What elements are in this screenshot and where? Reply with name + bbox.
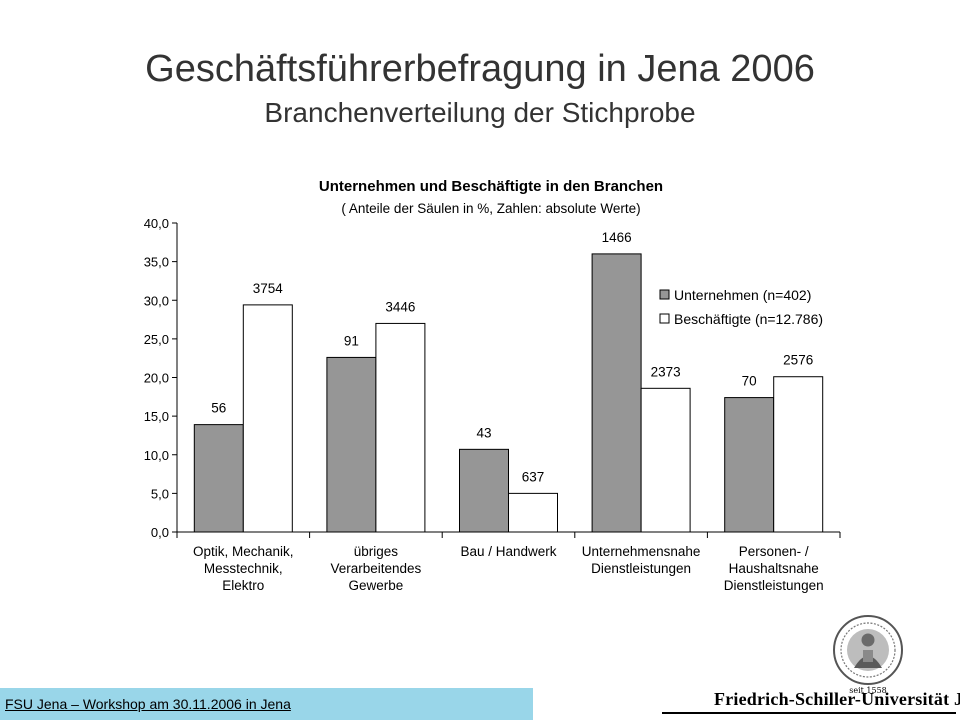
category-label: übriges	[354, 544, 399, 559]
data-label: 3754	[253, 281, 284, 296]
university-seal-icon	[833, 615, 903, 685]
chart-subtitle: ( Anteile der Säulen in %, Zahlen: absol…	[341, 201, 640, 216]
category-label: Gewerbe	[349, 578, 404, 593]
category-label: Elektro	[222, 578, 264, 593]
bar-beschaeftigte	[242, 304, 293, 533]
legend-swatch	[659, 289, 670, 300]
y-tick-label: 20,0	[144, 371, 169, 386]
category-label: Messtechnik,	[204, 561, 283, 576]
y-tick-label: 30,0	[144, 293, 169, 308]
bar-beschaeftigte	[375, 322, 426, 533]
category-label: Dienstleistungen	[724, 578, 824, 593]
category-label: Verarbeitendes	[330, 561, 421, 576]
data-label: 2576	[783, 353, 813, 368]
y-tick-label: 15,0	[144, 409, 169, 424]
category-label: Optik, Mechanik,	[193, 544, 294, 559]
category-label: Dienstleistungen	[591, 561, 691, 576]
slide-title: Geschäftsführerbefragung in Jena 2006	[145, 48, 815, 90]
bar-unternehmen	[724, 397, 775, 533]
legend-label: Beschäftigte (n=12.786)	[674, 311, 823, 327]
bar-beschaeftigte	[640, 387, 691, 533]
bar-unternehmen	[193, 424, 244, 533]
data-label: 2373	[651, 364, 681, 379]
university-name: Friedrich-Schiller-Universität Jena	[714, 689, 960, 709]
data-label: 70	[742, 374, 757, 389]
y-tick-label: 0,0	[151, 525, 169, 540]
bar-unternehmen	[459, 448, 509, 533]
bar-unternehmen	[326, 356, 377, 533]
y-tick-label: 35,0	[144, 255, 169, 270]
data-label: 43	[476, 425, 491, 440]
category-label: Unternehmensnahe	[582, 544, 701, 559]
data-label: 56	[211, 401, 226, 416]
legend-swatch	[659, 313, 670, 324]
bar-chart: Unternehmen und Beschäftigte in den Bran…	[144, 178, 841, 593]
data-label: 3446	[385, 299, 415, 314]
bar-beschaeftigte	[773, 376, 824, 533]
y-tick-label: 40,0	[144, 216, 169, 231]
footer-text[interactable]: FSU Jena – Workshop am 30.11.2006 in Jen…	[5, 696, 291, 712]
slide-subtitle: Branchenverteilung der Stichprobe	[264, 97, 696, 128]
y-tick-label: 10,0	[144, 448, 169, 463]
category-label: Haushaltsnahe	[729, 561, 819, 576]
category-label: Bau / Handwerk	[460, 544, 556, 559]
category-label: Personen- /	[739, 544, 809, 559]
y-tick-label: 5,0	[151, 486, 169, 501]
data-label: 91	[344, 333, 359, 348]
y-tick-label: 25,0	[144, 332, 169, 347]
legend-label: Unternehmen (n=402)	[674, 287, 811, 303]
seal-text: seit 1558	[849, 686, 887, 695]
data-label: 1466	[602, 230, 632, 245]
footer-band: FSU Jena – Workshop am 30.11.2006 in Jen…	[0, 688, 533, 720]
bar-beschaeftigte	[508, 492, 558, 533]
logo-rule	[662, 712, 956, 714]
chart-title: Unternehmen und Beschäftigte in den Bran…	[319, 178, 663, 195]
data-label: 637	[522, 469, 545, 484]
bar-unternehmen	[591, 253, 642, 533]
